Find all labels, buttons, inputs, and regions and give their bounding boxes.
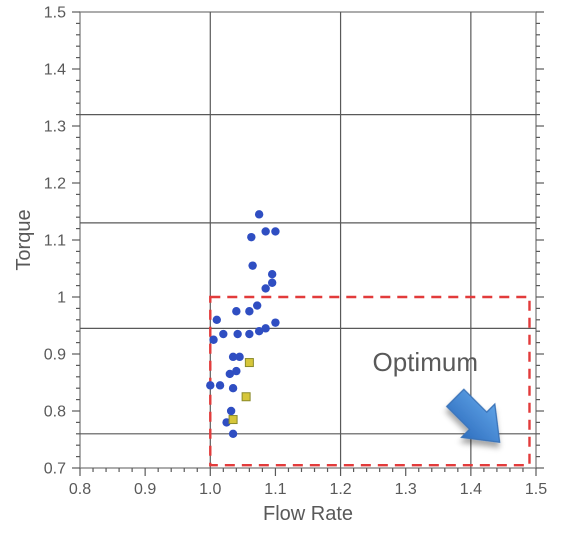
- x-tick-label: 1.4: [460, 481, 482, 498]
- x-tick-label: 1.3: [395, 481, 417, 498]
- data-point: [261, 324, 269, 332]
- y-tick-label: 1.3: [44, 119, 66, 136]
- data-point: [233, 330, 241, 338]
- x-tick-label: 1.0: [199, 481, 221, 498]
- y-tick-label: 1.2: [44, 176, 66, 193]
- optimum-point: [245, 359, 253, 367]
- data-point: [206, 381, 214, 389]
- optimum-label: Optimum: [373, 347, 478, 377]
- y-tick-label: 1.5: [44, 5, 66, 22]
- data-point: [213, 316, 221, 324]
- data-point: [229, 384, 237, 392]
- data-point: [232, 367, 240, 375]
- x-tick-label: 0.8: [69, 481, 91, 498]
- data-point: [232, 307, 240, 315]
- data-point: [245, 330, 253, 338]
- y-tick-label: 1: [57, 290, 66, 307]
- data-point: [271, 318, 279, 326]
- y-tick-label: 0.8: [44, 404, 66, 421]
- data-point: [255, 210, 263, 218]
- x-tick-label: 0.9: [134, 481, 156, 498]
- data-point: [227, 407, 235, 415]
- data-point: [235, 353, 243, 361]
- data-point: [209, 336, 217, 344]
- data-point: [261, 284, 269, 292]
- data-point: [261, 227, 269, 235]
- y-tick-label: 1.1: [44, 233, 66, 250]
- x-tick-label: 1.5: [525, 481, 547, 498]
- y-tick-label: 0.9: [44, 347, 66, 364]
- x-tick-label: 1.2: [329, 481, 351, 498]
- optimum-point: [242, 393, 250, 401]
- data-point: [268, 279, 276, 287]
- x-axis-label: Flow Rate: [263, 503, 353, 525]
- y-tick-label: 1.4: [44, 62, 66, 79]
- y-tick-label: 0.7: [44, 461, 66, 478]
- data-point: [229, 430, 237, 438]
- data-point: [253, 301, 261, 309]
- data-point: [271, 227, 279, 235]
- data-point: [216, 381, 224, 389]
- optimum-point: [229, 416, 237, 424]
- data-point: [247, 233, 255, 241]
- data-point: [219, 330, 227, 338]
- y-axis-label: Torque: [13, 209, 35, 270]
- x-tick-label: 1.1: [264, 481, 286, 498]
- data-point: [248, 261, 256, 269]
- scatter-chart: 0.80.91.01.11.21.31.41.50.70.80.911.11.2…: [0, 0, 570, 539]
- data-point: [268, 270, 276, 278]
- data-point: [245, 307, 253, 315]
